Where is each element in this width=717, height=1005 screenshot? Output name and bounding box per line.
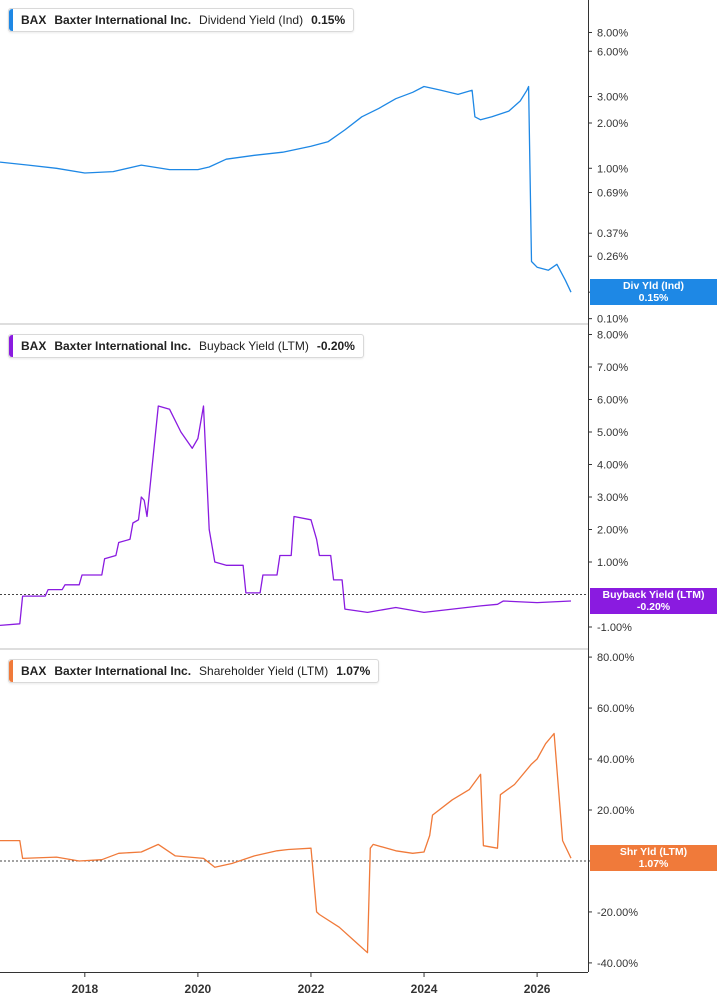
- y-tick-label: 6.00%: [597, 46, 628, 58]
- legend-value: 0.15%: [311, 13, 346, 27]
- legend-company: Baxter International Inc.: [54, 664, 192, 678]
- tag-label: Div Yld (Ind): [622, 280, 685, 292]
- legend-color-bar: [9, 9, 13, 31]
- y-tick-label: 20.00%: [597, 805, 635, 817]
- y-tick-label: -40.00%: [597, 958, 638, 970]
- series-line-dividend: [0, 85, 572, 293]
- last-value-tag-buyback: Buyback Yield (LTM) -0.20%: [590, 588, 717, 614]
- legend-company: Baxter International Inc.: [54, 339, 192, 353]
- legend-metric: Dividend Yield (Ind): [199, 13, 304, 27]
- y-tick-label: 60.00%: [597, 703, 635, 715]
- x-tick-label: 2020: [185, 982, 212, 996]
- y-tick-label: 4.00%: [597, 460, 628, 472]
- y-tick-label: 3.00%: [597, 492, 628, 504]
- y-tick-label: 8.00%: [597, 330, 628, 342]
- legend-ticker: BAX: [21, 339, 47, 353]
- legend-color-bar: [9, 660, 13, 682]
- x-tick-label: 2026: [524, 982, 551, 996]
- y-tick-label: 6.00%: [597, 395, 628, 407]
- legend-ticker: BAX: [21, 664, 47, 678]
- last-value-tag-dividend: Div Yld (Ind) 0.15%: [590, 279, 717, 305]
- y-tick-label: 5.00%: [597, 427, 628, 439]
- legend-dividend-yield: BAX Baxter International Inc. Dividend Y…: [8, 8, 355, 32]
- legend-ticker: BAX: [21, 13, 47, 27]
- y-tick-label: 3.00%: [597, 92, 628, 104]
- tag-value: -0.20%: [636, 601, 671, 613]
- legend-metric: Buyback Yield (LTM): [199, 339, 309, 353]
- tag-value: 1.07%: [638, 858, 669, 870]
- y-tick-label: 0.26%: [597, 251, 628, 263]
- y-tick-label: 0.37%: [597, 228, 628, 240]
- legend-buyback-yield: BAX Baxter International Inc. Buyback Yi…: [8, 334, 364, 358]
- series-line-buyback: [0, 405, 572, 627]
- tag-label: Shr Yld (LTM): [619, 846, 688, 858]
- y-tick-label: 7.00%: [597, 362, 628, 374]
- y-tick-label: 1.00%: [597, 557, 628, 569]
- last-value-tag-shareholder: Shr Yld (LTM) 1.07%: [590, 845, 717, 871]
- x-tick-label: 2022: [298, 982, 325, 996]
- legend-value: -0.20%: [316, 339, 355, 353]
- y-tick-label: 80.00%: [597, 652, 635, 664]
- legend-company: Baxter International Inc.: [54, 13, 192, 27]
- tag-value: 0.15%: [638, 292, 669, 304]
- y-tick-label: -1.00%: [597, 622, 632, 634]
- legend-shareholder-yield: BAX Baxter International Inc. Shareholde…: [8, 659, 380, 683]
- y-tick-label: 1.00%: [597, 163, 628, 175]
- legend-metric: Shareholder Yield (LTM): [199, 664, 329, 678]
- y-tick-label: 0.10%: [597, 314, 628, 326]
- legend-value: 1.07%: [336, 664, 371, 678]
- tag-label: Buyback Yield (LTM): [602, 589, 705, 601]
- y-tick-label: 2.00%: [597, 525, 628, 537]
- x-tick-label: 2024: [411, 982, 438, 996]
- y-tick-label: 0.69%: [597, 188, 628, 200]
- x-tick-label: 2018: [71, 982, 98, 996]
- y-tick-label: -20.00%: [597, 907, 638, 919]
- legend-color-bar: [9, 335, 13, 357]
- y-tick-label: 2.00%: [597, 118, 628, 130]
- y-tick-label: 8.00%: [597, 27, 628, 39]
- y-tick-label: 40.00%: [597, 754, 635, 766]
- series-line-shareholder: [0, 732, 572, 954]
